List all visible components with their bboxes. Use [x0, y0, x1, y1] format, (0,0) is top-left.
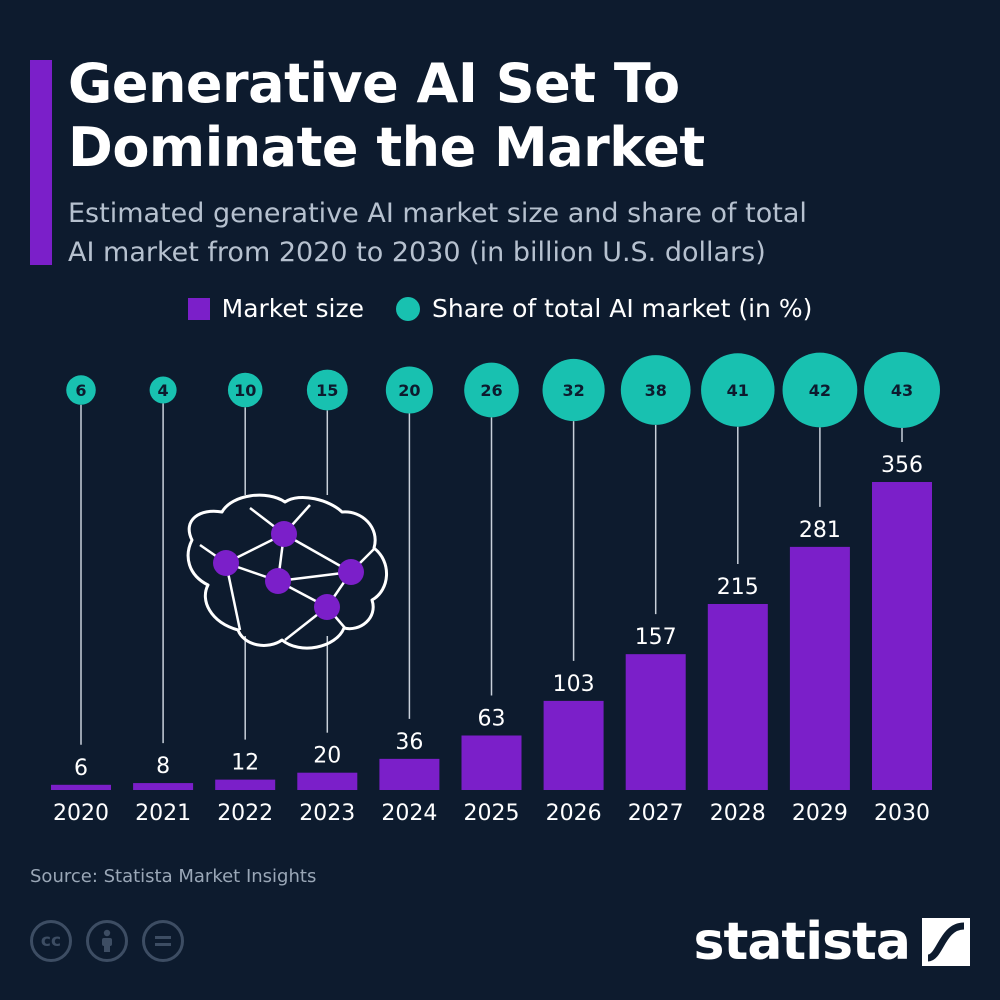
legend-swatch-dot: [396, 296, 420, 321]
share-label-2021: 4: [158, 381, 169, 400]
x-label-2025: 2025: [464, 801, 520, 826]
brain-outline: [186, 493, 388, 650]
title-accent-bar: [30, 60, 52, 265]
share-bubble-2022: [227, 372, 263, 408]
value-label-2026: 103: [553, 672, 595, 697]
share-label-2020: 6: [75, 381, 86, 400]
bar-2025: [461, 735, 522, 790]
x-label-2027: 2027: [628, 801, 684, 826]
share-bubbles: 6 4 10 15 20 26 32 38 41 42 43: [66, 352, 940, 428]
title-line-2: Dominate the Market: [68, 116, 705, 179]
bar-2027: [625, 654, 686, 790]
bars: [51, 482, 932, 790]
x-label-2026: 2026: [546, 801, 602, 826]
bar-2026: [543, 700, 604, 790]
value-label-2030: 356: [881, 453, 923, 478]
value-label-2028: 215: [717, 575, 759, 600]
value-label-2020: 6: [74, 756, 88, 781]
x-label-2020: 2020: [53, 801, 109, 826]
statista-logo[interactable]: statista: [694, 912, 970, 972]
statista-mark-icon: [922, 918, 970, 966]
x-label-2024: 2024: [381, 801, 437, 826]
legend: Market size Share of total AI market (in…: [0, 294, 1000, 323]
legend-item-market-size: Market size: [187, 294, 364, 323]
value-label-2024: 36: [395, 730, 423, 755]
share-label-2026: 32: [562, 381, 584, 400]
share-label-2030: 43: [891, 381, 913, 400]
share-bubble-2025: [464, 362, 519, 418]
share-bubble-2020: [66, 375, 96, 405]
x-label-2028: 2028: [710, 801, 766, 826]
share-bubble-2026: [542, 358, 605, 422]
cc-icon[interactable]: cc: [30, 920, 72, 962]
chart-subtitle: Estimated generative AI market size and …: [68, 194, 968, 272]
license-icons: cc: [30, 920, 198, 962]
x-label-2021: 2021: [135, 801, 191, 826]
share-bubble-2029: [782, 352, 858, 428]
nd-equals-icon[interactable]: [142, 920, 184, 962]
legend-label-market-size: Market size: [221, 294, 364, 323]
bar-2029: [789, 546, 850, 790]
bar-2020: [51, 784, 111, 790]
x-label-2029: 2029: [792, 801, 848, 826]
value-label-2022: 12: [231, 751, 259, 776]
share-bubble-2024: [385, 366, 433, 414]
value-labels: 6 8 12 20 36 63 103 157 215 281 356: [74, 453, 923, 781]
brand-wordmark: statista: [693, 912, 911, 972]
share-label-2029: 42: [809, 381, 831, 400]
bar-2024: [379, 758, 440, 790]
subtitle-line-1: Estimated generative AI market size and …: [68, 198, 807, 229]
bar-2028: [707, 603, 768, 790]
share-bubble-2028: [701, 353, 775, 427]
bar-2023: [297, 772, 358, 790]
x-label-2022: 2022: [217, 801, 273, 826]
brain-network-icon: [186, 493, 388, 650]
share-label-2024: 20: [398, 381, 420, 400]
share-label-2025: 26: [480, 381, 502, 400]
legend-item-share: Share of total AI market (in %): [396, 294, 812, 323]
share-bubble-2027: [620, 355, 691, 425]
title-line-1: Generative AI Set To: [68, 52, 680, 115]
value-label-2025: 63: [478, 706, 506, 731]
share-label-2027: 38: [645, 381, 667, 400]
chart-title: Generative AI Set To Dominate the Market: [68, 52, 948, 180]
value-label-2027: 157: [635, 625, 677, 650]
legend-label-share: Share of total AI market (in %): [432, 294, 813, 323]
value-label-2029: 281: [799, 518, 841, 543]
bar-2021: [133, 783, 194, 790]
share-label-2023: 15: [316, 381, 338, 400]
value-label-2021: 8: [156, 754, 170, 779]
value-label-2023: 20: [313, 744, 341, 769]
person-glyph: [102, 929, 112, 952]
source-note: Source: Statista Market Insights: [30, 866, 317, 887]
legend-swatch-bar: [187, 297, 210, 320]
share-bubble-2030: [864, 352, 940, 428]
bar-2030: [872, 482, 932, 790]
x-axis-labels: 2020 2021 2022 2023 2024 2025 2026 2027 2028 2029…: [53, 801, 930, 826]
x-label-2030: 2030: [874, 801, 930, 826]
brain-nodes: [213, 521, 364, 620]
by-person-icon[interactable]: [86, 920, 128, 962]
share-label-2028: 41: [727, 381, 749, 400]
subtitle-line-2: AI market from 2020 to 2030 (in billion …: [68, 237, 766, 268]
equals-glyph: [155, 936, 171, 946]
share-bubble-2021: [149, 376, 177, 404]
x-label-2023: 2023: [299, 801, 355, 826]
share-bubble-2023: [306, 369, 348, 411]
share-label-2022: 10: [234, 381, 256, 400]
bar-2022: [215, 779, 276, 790]
leader-lines: [80, 403, 903, 745]
